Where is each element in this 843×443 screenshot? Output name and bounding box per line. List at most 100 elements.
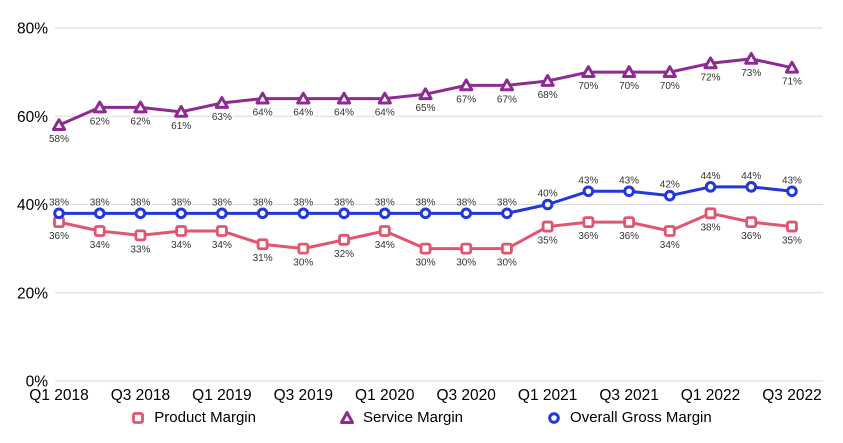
legend-label-service-margin: Service Margin <box>362 409 464 426</box>
marker-overall-gross-margin <box>338 207 350 220</box>
data-label-service-margin: 73% <box>741 68 761 79</box>
marker-service-margin <box>214 96 229 109</box>
data-label-service-margin: 64% <box>253 108 273 119</box>
data-label-overall-gross-margin: 43% <box>782 175 802 186</box>
marker-product-margin <box>786 220 798 233</box>
data-label-overall-gross-margin: 42% <box>660 180 680 191</box>
data-label-service-margin: 61% <box>171 121 191 132</box>
data-label-service-margin: 63% <box>212 112 232 123</box>
y-axis-tick-label: 20% <box>17 285 48 302</box>
marker-product-margin <box>541 220 554 233</box>
marker-product-margin <box>663 225 676 237</box>
data-label-service-margin: 64% <box>334 108 354 119</box>
x-axis-tick-label: Q1 2021 <box>518 387 577 404</box>
legend-item-service-margin: Service Margin <box>339 409 464 426</box>
chart-legend: Product Margin Service Margin Overall Gr… <box>0 409 843 426</box>
marker-service-margin <box>540 74 555 87</box>
y-axis-tick-label: 60% <box>17 109 48 126</box>
data-label-product-margin: 34% <box>90 240 110 251</box>
data-label-service-margin: 68% <box>538 90 558 101</box>
data-label-overall-gross-margin: 38% <box>171 197 191 208</box>
marker-overall-gross-margin <box>256 207 269 220</box>
data-label-service-margin: 64% <box>375 108 395 119</box>
marker-overall-gross-margin <box>53 207 65 220</box>
data-label-product-margin: 35% <box>538 236 558 247</box>
marker-product-margin <box>460 242 473 255</box>
marker-service-margin <box>336 91 352 105</box>
marker-overall-gross-margin <box>216 207 228 220</box>
marker-overall-gross-margin <box>582 185 595 198</box>
marker-overall-gross-margin <box>419 207 432 220</box>
data-label-product-margin: 33% <box>130 244 150 255</box>
data-label-overall-gross-margin: 44% <box>741 171 761 182</box>
data-label-product-margin: 30% <box>497 258 517 269</box>
marker-service-margin <box>581 65 596 79</box>
marker-overall-gross-margin <box>460 207 473 220</box>
data-label-product-margin: 31% <box>253 253 273 264</box>
marker-overall-gross-margin <box>378 207 391 220</box>
data-label-service-margin: 67% <box>497 94 517 105</box>
marker-product-margin <box>93 225 106 237</box>
data-label-product-margin: 30% <box>456 258 476 269</box>
data-label-service-margin: 70% <box>619 81 639 92</box>
legend-label-product-margin: Product Margin <box>154 409 256 426</box>
marker-overall-gross-margin <box>745 181 758 193</box>
data-label-product-margin: 32% <box>334 249 354 260</box>
x-axis-tick-label: Q3 2018 <box>111 387 170 404</box>
data-label-service-margin: 65% <box>415 103 435 114</box>
marker-product-margin <box>338 233 350 246</box>
marker-service-margin <box>377 91 392 105</box>
marker-service-margin <box>703 56 718 70</box>
x-axis-tick-label: Q3 2019 <box>274 387 333 404</box>
data-label-product-margin: 35% <box>782 236 802 247</box>
marker-product-margin <box>582 216 595 229</box>
overall-gross-margin-circle-icon <box>548 411 560 424</box>
data-label-overall-gross-margin: 38% <box>334 197 354 208</box>
marker-service-margin <box>51 118 67 131</box>
data-label-service-margin: 70% <box>660 81 680 92</box>
data-label-overall-gross-margin: 38% <box>90 197 110 208</box>
marker-product-margin <box>419 242 432 255</box>
data-label-overall-gross-margin: 43% <box>619 175 639 186</box>
marker-product-margin <box>745 216 758 229</box>
marker-product-margin <box>623 216 635 229</box>
marker-service-margin <box>133 100 148 114</box>
marker-overall-gross-margin <box>786 185 798 198</box>
legend-item-overall-gross-margin: Overall Gross Margin <box>547 409 712 426</box>
data-label-overall-gross-margin: 38% <box>212 197 232 208</box>
legend-item-product-margin: Product Margin <box>131 409 256 426</box>
marker-overall-gross-margin <box>134 207 147 220</box>
marker-overall-gross-margin <box>664 189 676 202</box>
data-label-product-margin: 34% <box>375 240 395 251</box>
y-axis-tick-label: 0% <box>26 374 49 391</box>
data-label-overall-gross-margin: 38% <box>130 197 150 208</box>
data-label-service-margin: 71% <box>782 77 802 88</box>
marker-overall-gross-margin <box>175 207 187 220</box>
marker-service-margin <box>418 87 433 101</box>
marker-product-margin <box>704 207 717 220</box>
product-margin-square-icon <box>132 411 145 424</box>
marker-overall-gross-margin <box>93 207 106 220</box>
legend-label-overall-gross-margin: Overall Gross Margin <box>570 409 712 426</box>
data-label-product-margin: 34% <box>171 240 191 251</box>
marker-overall-gross-margin <box>704 181 717 193</box>
x-axis-tick-label: Q3 2021 <box>599 387 658 404</box>
data-label-overall-gross-margin: 38% <box>456 197 476 208</box>
service-margin-triangle-icon <box>339 410 354 424</box>
x-axis-tick-label: Q1 2018 <box>29 387 88 404</box>
data-label-service-margin: 67% <box>456 94 476 105</box>
x-axis-tick-label: Q1 2020 <box>355 387 415 404</box>
data-label-product-margin: 34% <box>212 240 232 251</box>
data-label-product-margin: 30% <box>293 258 313 269</box>
data-label-product-margin: 30% <box>415 258 435 269</box>
data-label-overall-gross-margin: 38% <box>293 197 313 208</box>
marker-product-margin <box>215 225 228 237</box>
x-axis-tick-label: Q3 2022 <box>762 387 821 404</box>
marker-overall-gross-margin <box>297 207 310 220</box>
data-label-overall-gross-margin: 40% <box>538 189 558 200</box>
data-label-overall-gross-margin: 38% <box>253 197 273 208</box>
marker-service-margin <box>621 65 637 79</box>
x-axis-tick-label: Q1 2022 <box>681 387 740 404</box>
marker-overall-gross-margin <box>623 185 635 198</box>
